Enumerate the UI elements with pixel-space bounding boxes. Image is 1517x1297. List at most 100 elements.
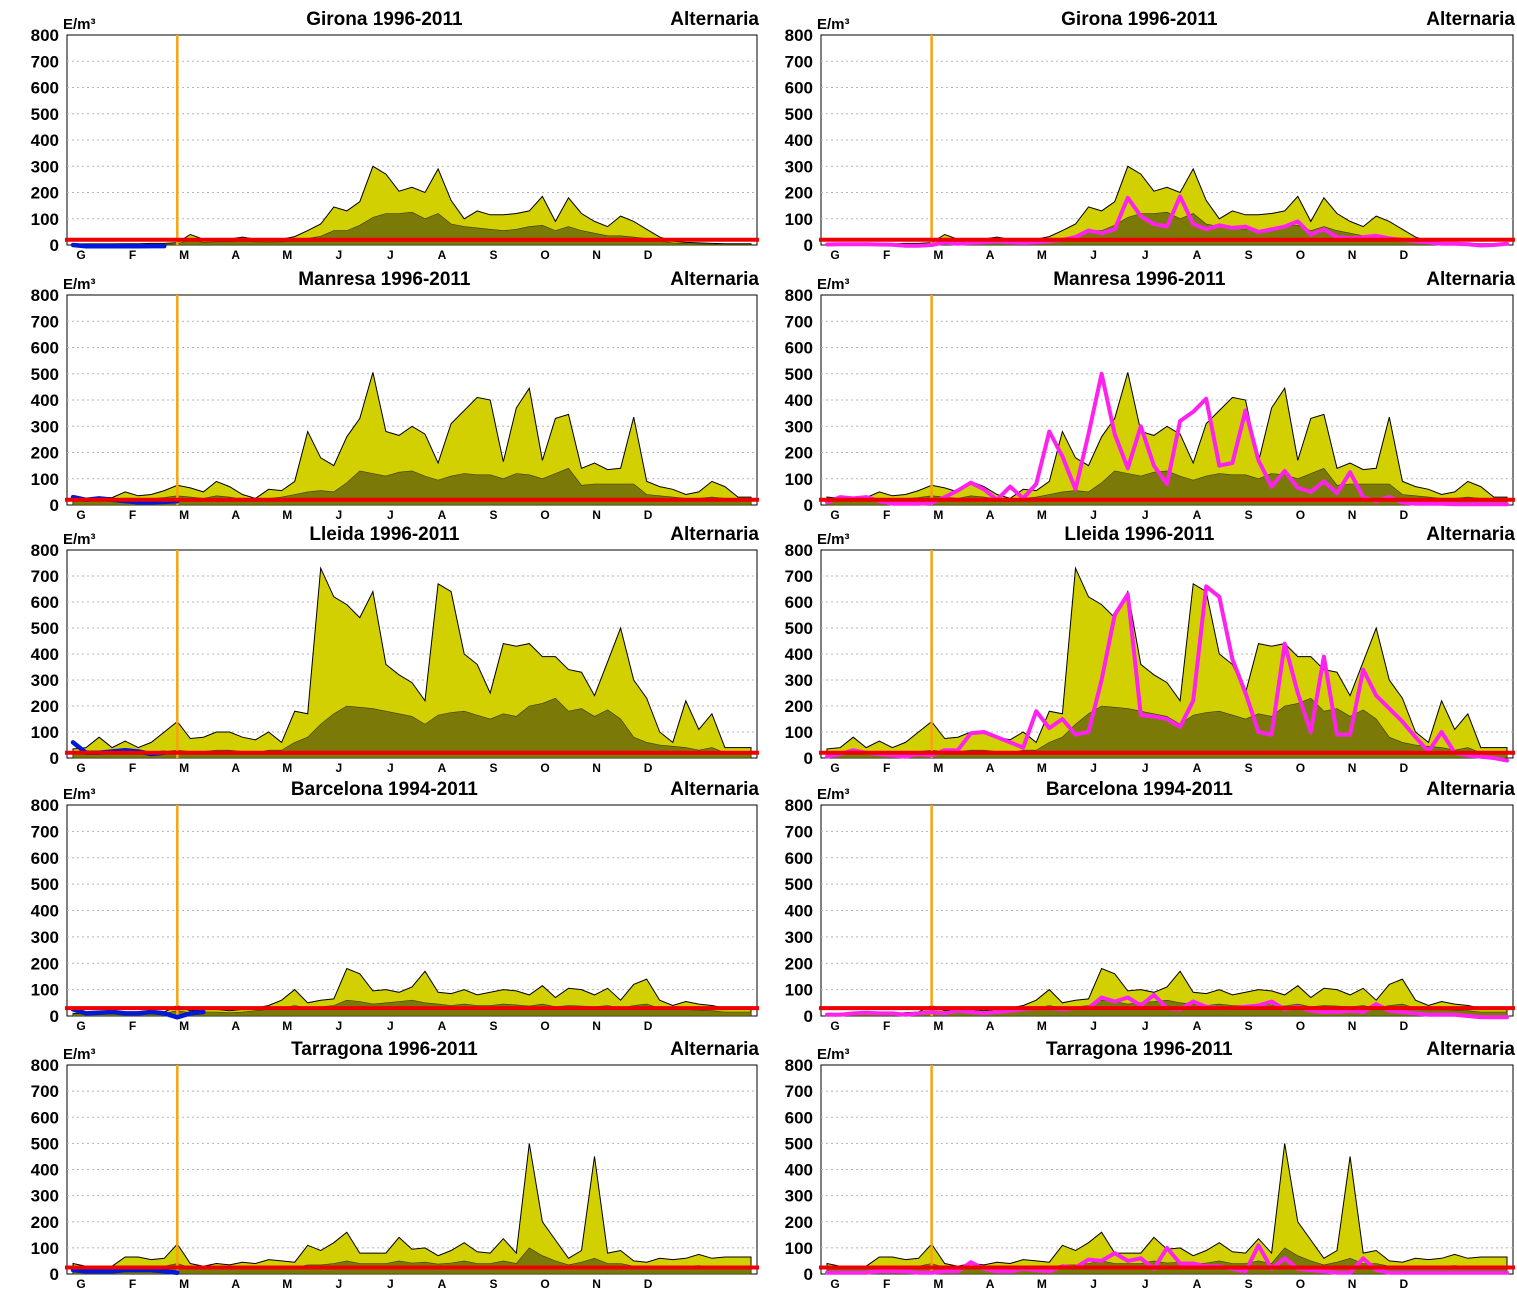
x-month-label: A xyxy=(438,1277,447,1291)
x-month-label: M xyxy=(282,508,292,522)
x-month-label: J xyxy=(1142,1019,1149,1033)
y-tick-label: 0 xyxy=(50,496,59,515)
x-month-label: A xyxy=(231,248,240,262)
x-month-label: M xyxy=(933,1019,943,1033)
y-tick-label: 0 xyxy=(50,1007,59,1026)
current-year-line xyxy=(825,1243,1509,1275)
y-tick-label: 800 xyxy=(785,286,813,305)
x-month-label: J xyxy=(335,248,342,262)
x-month-label: G xyxy=(76,1019,85,1033)
x-month-label: D xyxy=(644,761,653,775)
x-month-label: N xyxy=(1348,1019,1357,1033)
y-tick-label: 200 xyxy=(785,444,813,463)
x-month-label: F xyxy=(883,761,890,775)
y-tick-label: 400 xyxy=(785,131,813,150)
y-tick-label: 200 xyxy=(31,697,59,716)
x-month-label: M xyxy=(179,761,189,775)
x-month-label: A xyxy=(231,508,240,522)
x-month-label: J xyxy=(1142,761,1149,775)
x-month-label: J xyxy=(1142,508,1149,522)
unit-label: E/m³ xyxy=(817,531,850,548)
y-tick-label: 100 xyxy=(785,723,813,742)
x-month-label: N xyxy=(1348,508,1357,522)
x-month-label: J xyxy=(387,508,394,522)
y-tick-label: 400 xyxy=(31,391,59,410)
x-month-label: D xyxy=(644,508,653,522)
y-tick-label: 100 xyxy=(785,470,813,489)
chart-title: Girona 1996-2011 xyxy=(306,9,463,30)
x-month-label: F xyxy=(129,248,136,262)
x-month-label: G xyxy=(830,248,839,262)
x-month-label: J xyxy=(1090,1277,1097,1291)
y-tick-label: 100 xyxy=(785,1239,813,1258)
x-month-label: A xyxy=(438,761,447,775)
x-month-label: M xyxy=(1037,248,1047,262)
y-tick-label: 100 xyxy=(31,210,59,229)
x-month-label: J xyxy=(1142,1277,1149,1291)
x-month-label: M xyxy=(179,1019,189,1033)
y-tick-label: 0 xyxy=(50,236,59,255)
x-month-label: M xyxy=(1037,1277,1047,1291)
y-tick-label: 300 xyxy=(785,157,813,176)
y-tick-label: 100 xyxy=(31,981,59,1000)
chart-title: Tarragona 1996-2011 xyxy=(1046,1039,1233,1060)
x-month-label: A xyxy=(438,1019,447,1033)
y-tick-label: 800 xyxy=(31,1056,59,1075)
x-month-label: O xyxy=(1296,248,1305,262)
x-month-label: S xyxy=(1245,1277,1253,1291)
x-month-label: S xyxy=(1245,508,1253,522)
x-month-label: M xyxy=(179,1277,189,1291)
y-tick-label: 300 xyxy=(785,671,813,690)
taxon-label: Alternaria xyxy=(1426,9,1515,30)
chart-title: Tarragona 1996-2011 xyxy=(291,1039,478,1060)
x-month-label: S xyxy=(489,761,497,775)
x-month-label: D xyxy=(1399,1277,1408,1291)
y-tick-label: 600 xyxy=(31,593,59,612)
x-month-label: M xyxy=(282,248,292,262)
unit-label: E/m³ xyxy=(63,786,96,803)
x-month-label: J xyxy=(335,508,342,522)
x-month-label: O xyxy=(1296,508,1305,522)
y-tick-label: 200 xyxy=(785,1213,813,1232)
y-tick-label: 300 xyxy=(31,157,59,176)
y-tick-label: 700 xyxy=(785,567,813,586)
chart-title: Barcelona 1994-2011 xyxy=(291,779,478,800)
x-month-label: A xyxy=(986,1019,995,1033)
current-year-line xyxy=(70,242,167,249)
x-month-label: M xyxy=(1037,761,1047,775)
x-month-label: N xyxy=(592,1277,601,1291)
x-month-label: O xyxy=(540,248,549,262)
x-month-label: G xyxy=(76,1277,85,1291)
unit-label: E/m³ xyxy=(63,276,96,293)
taxon-label: Alternaria xyxy=(1426,1039,1515,1060)
x-month-label: D xyxy=(1399,1019,1408,1033)
y-tick-label: 400 xyxy=(31,131,59,150)
y-tick-label: 100 xyxy=(785,210,813,229)
x-month-label: O xyxy=(540,761,549,775)
x-month-label: A xyxy=(1193,761,1202,775)
x-month-label: J xyxy=(1090,508,1097,522)
chart-title: Lleida 1996-2011 xyxy=(1064,524,1214,545)
unit-label: E/m³ xyxy=(817,276,850,293)
y-tick-label: 100 xyxy=(31,470,59,489)
x-month-label: N xyxy=(592,508,601,522)
x-month-label: A xyxy=(231,761,240,775)
max-area-series xyxy=(72,1143,752,1275)
y-tick-label: 600 xyxy=(31,1108,59,1127)
y-tick-label: 500 xyxy=(31,619,59,638)
max-area-series xyxy=(826,372,1508,506)
x-month-label: F xyxy=(883,1019,890,1033)
x-month-label: G xyxy=(76,248,85,262)
x-month-label: A xyxy=(1193,1277,1202,1291)
x-month-label: A xyxy=(1193,248,1202,262)
y-tick-label: 600 xyxy=(785,593,813,612)
y-tick-label: 700 xyxy=(31,1082,59,1101)
y-tick-label: 700 xyxy=(785,822,813,841)
y-tick-label: 0 xyxy=(804,496,813,515)
y-tick-label: 800 xyxy=(31,286,59,305)
y-tick-label: 500 xyxy=(31,365,59,384)
